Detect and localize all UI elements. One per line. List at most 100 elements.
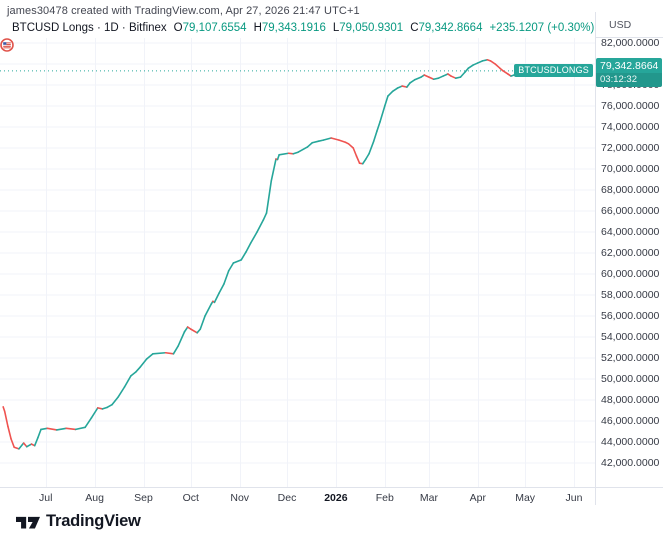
series-segment [55, 427, 68, 431]
series-segment [450, 75, 457, 79]
series-segment [26, 443, 33, 448]
currency-label[interactable]: USD [596, 12, 663, 38]
economic-event-flag-icon[interactable] [0, 38, 14, 52]
series-segment [2, 406, 6, 413]
series-segment [317, 139, 325, 142]
price-tick-label: 44,000.0000 [601, 436, 660, 448]
series-segment [372, 130, 378, 142]
time-tick-label: Sep [134, 492, 153, 504]
price-tick-label: 64,000.0000 [601, 226, 660, 238]
series-segment [361, 158, 367, 165]
series-segment [278, 152, 290, 156]
series-segment [454, 76, 462, 79]
series-segment [352, 147, 358, 157]
time-scale[interactable]: Jul Aug Sep Oct Nov Dec 2026 Feb Mar Apr May Jun [0, 487, 663, 508]
series-segment [218, 283, 225, 294]
series-segment [459, 71, 467, 78]
price-tick-label: 56,000.0000 [601, 310, 660, 322]
price-tick-label: 82,000.0000 [601, 37, 660, 49]
time-tick-label: Aug [85, 492, 104, 504]
series-segment [270, 158, 277, 182]
series-segment [10, 438, 15, 449]
series-segment [368, 140, 375, 155]
series-segment [276, 154, 280, 161]
price-tick-label: 50,000.0000 [601, 373, 660, 385]
series-segment [437, 75, 444, 79]
series-segment [256, 219, 265, 233]
series-segment [33, 436, 39, 447]
series-segment [22, 442, 28, 448]
time-tick-label: Apr [469, 492, 486, 504]
series-segment [311, 140, 320, 144]
series-segment [322, 137, 332, 141]
series-segment [442, 73, 449, 77]
series-segment [145, 352, 154, 360]
series-segment [37, 428, 42, 439]
series-segment [306, 141, 314, 148]
series-segment [428, 76, 435, 81]
series-segment [223, 270, 230, 285]
series-segment [7, 425, 12, 440]
series-segment [90, 407, 99, 419]
series-segment [40, 427, 49, 431]
series-segment [130, 371, 137, 377]
series-segment [423, 74, 430, 78]
series-segment [413, 76, 422, 81]
change-value: +235.1207 (+0.30%) [489, 22, 595, 34]
time-tick-label: 2026 [324, 492, 348, 504]
price-scale[interactable]: USD 82,000.000080,000.000078,000.000076,… [595, 0, 663, 505]
time-tick-label: Jun [565, 492, 583, 504]
series-segment [177, 330, 186, 347]
series-segment [396, 85, 403, 89]
time-tick-label: Feb [375, 492, 394, 504]
series-segment [387, 90, 394, 97]
series-segment [106, 403, 113, 409]
series-segment [391, 87, 399, 93]
attribution-text: james30478 created with TradingView.com,… [7, 5, 360, 17]
series-segment [383, 95, 389, 107]
last-price-value: 79,342.8664 [600, 59, 659, 72]
time-tick-label: Nov [230, 492, 250, 504]
series-segment [376, 120, 381, 132]
tradingview-logo[interactable]: TradingView [16, 512, 141, 531]
series-segment [292, 151, 299, 155]
series-segment [472, 62, 479, 66]
chart-pane[interactable]: BTCUSDLONGS [0, 38, 595, 487]
price-series-chart [0, 38, 595, 487]
series-segment [489, 60, 496, 65]
series-segment [199, 315, 206, 330]
price-tick-label: 68,000.0000 [601, 184, 660, 196]
series-segment [65, 427, 77, 431]
last-price-label: 79,342.8664 03:12:32 [596, 57, 662, 87]
series-segment [190, 328, 198, 334]
series-segment [101, 406, 109, 410]
price-tick-label: 76,000.0000 [601, 100, 660, 112]
series-segment [96, 407, 104, 410]
time-tick-label: Jul [39, 492, 53, 504]
series-segment [401, 85, 408, 88]
series-segment [134, 366, 142, 373]
symbol-legend: BTCUSD Longs · 1D · Bitfinex O79,107.655… [12, 22, 594, 34]
series-segment [227, 262, 235, 272]
price-tick-label: 60,000.0000 [601, 268, 660, 280]
series-segment [432, 77, 440, 81]
close-value: C79,342.8664 [410, 22, 483, 34]
price-tick-label: 72,000.0000 [601, 142, 660, 154]
series-segment [111, 396, 120, 406]
series-segment [245, 242, 252, 253]
series-segment [262, 212, 268, 221]
series-segment [481, 58, 489, 62]
series-segment [347, 143, 355, 149]
series-segment [196, 328, 202, 334]
time-tick-label: Oct [182, 492, 199, 504]
series-segment [172, 345, 180, 355]
price-tick-label: 54,000.0000 [601, 331, 660, 343]
series-segment [502, 70, 509, 75]
series-segment [204, 303, 213, 317]
series-segment [13, 446, 20, 450]
series-segment [213, 292, 221, 304]
series-segment [464, 67, 470, 73]
series-segment [365, 152, 370, 160]
series-segment [183, 326, 189, 333]
